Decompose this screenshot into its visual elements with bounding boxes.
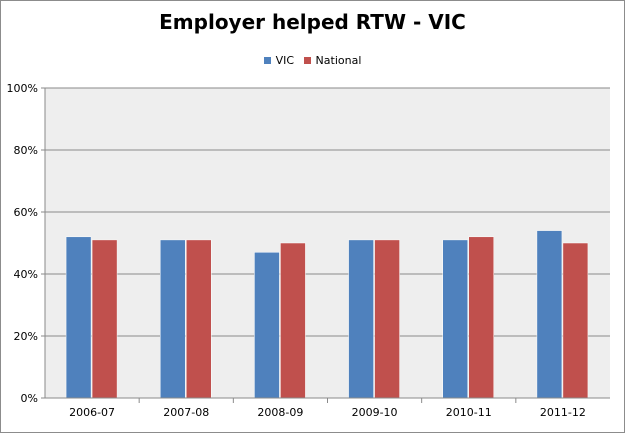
axes [41, 87, 610, 403]
bar-national-2011-12 [562, 242, 589, 399]
chart-legend: VIC National [0, 54, 625, 67]
bar-national-2006-07 [91, 239, 118, 399]
x-tick-label: 2008-09 [257, 406, 303, 419]
y-tick-label: 80% [14, 144, 38, 157]
y-tick-label: 40% [14, 268, 38, 281]
bar-national-2008-09 [280, 242, 306, 399]
bar-national-2010-11 [468, 236, 494, 399]
y-axis-labels: 0% 20% 40% 60% 80% 100% [7, 82, 38, 405]
x-tick-label: 2011-12 [540, 406, 586, 419]
x-tick-label: 2007-08 [163, 406, 209, 419]
bar-vic-2007-08 [160, 239, 186, 399]
legend-swatch-national [303, 57, 311, 64]
bars [65, 230, 589, 399]
bar-vic-2011-12 [536, 230, 563, 399]
y-tick-label: 0% [21, 392, 38, 405]
legend-label-national: National [315, 54, 362, 67]
bar-vic-2009-10 [348, 239, 374, 399]
bar-vic-2010-11 [442, 239, 468, 399]
chart-title: Employer helped RTW - VIC [159, 10, 466, 34]
y-tick-label: 20% [14, 330, 38, 343]
plot-area [45, 88, 610, 398]
x-tick-label: 2009-10 [352, 406, 398, 419]
legend-swatch-vic [263, 57, 271, 64]
legend-item-national: National [303, 54, 362, 67]
x-axis-labels: 2006-07 2007-08 2008-09 2009-10 2010-11 2011-… [69, 406, 586, 419]
bar-vic-2008-09 [254, 252, 280, 399]
x-tick-label: 2006-07 [69, 406, 115, 419]
y-tick-label: 60% [14, 206, 38, 219]
x-tick-label: 2010-11 [446, 406, 492, 419]
bar-vic-2006-07 [65, 236, 92, 399]
bar-national-2009-10 [374, 239, 400, 399]
bar-national-2007-08 [186, 239, 212, 399]
y-tick-label: 100% [7, 82, 38, 95]
legend-item-vic: VIC [263, 54, 295, 67]
gridlines [45, 87, 610, 337]
legend-label-vic: VIC [275, 54, 295, 67]
